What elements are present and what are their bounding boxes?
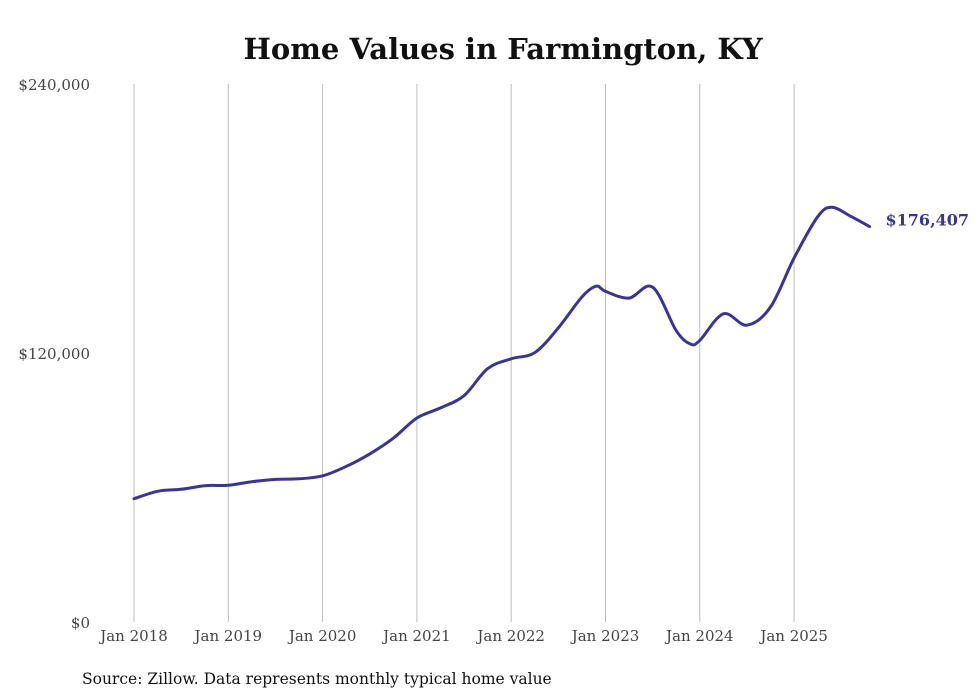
y-tick-label: $0 [71, 614, 90, 632]
x-tick-label: Jan 2018 [98, 627, 168, 645]
x-tick-label: Jan 2025 [758, 627, 828, 645]
source-note: Source: Zillow. Data represents monthly … [82, 670, 552, 688]
chart-title: Home Values in Farmington, KY [243, 32, 762, 66]
y-axis-ticks: $0 $120,000 $240,000 [18, 76, 90, 632]
end-value-label: $176,407 [886, 211, 970, 230]
gridlines [133, 84, 795, 622]
series-line-home-value [132, 205, 871, 501]
y-tick-label: $120,000 [18, 345, 90, 363]
y-tick-label: $240,000 [18, 76, 90, 94]
x-tick-label: Jan 2019 [193, 627, 263, 645]
x-tick-label: Jan 2020 [287, 627, 357, 645]
x-tick-label: Jan 2022 [475, 627, 545, 645]
x-tick-label: Jan 2021 [381, 627, 451, 645]
x-tick-label: Jan 2024 [664, 627, 734, 645]
x-axis-ticks: Jan 2018 Jan 2019 Jan 2020 Jan 2021 Jan 2022… [98, 627, 828, 645]
x-tick-label: Jan 2023 [570, 627, 640, 645]
